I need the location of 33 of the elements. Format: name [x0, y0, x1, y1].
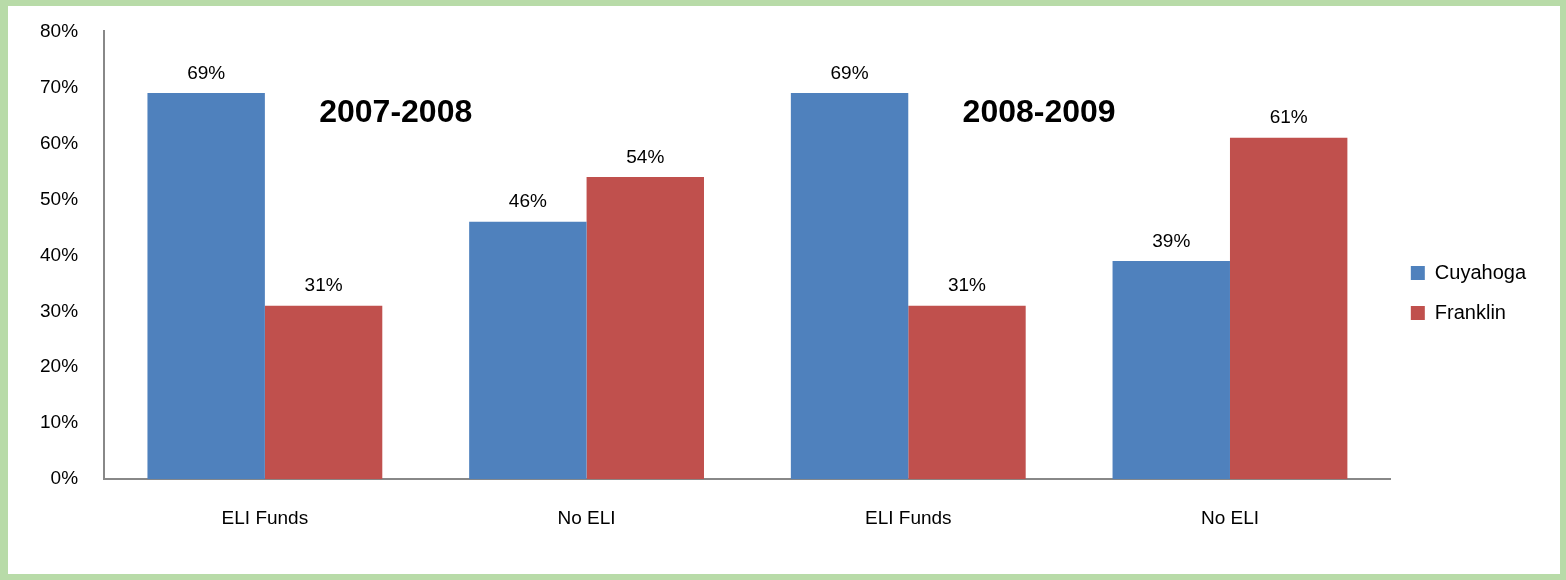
bar [1112, 260, 1230, 480]
x-tick-label: No ELI [557, 506, 616, 528]
y-tick-label: 60% [40, 131, 79, 153]
x-tick-label: No ELI [1200, 506, 1260, 528]
data-label: 31% [947, 274, 987, 296]
y-tick-label: 0% [50, 467, 79, 489]
y-tick-label: 40% [40, 243, 79, 265]
x-tick-label: ELI Funds [864, 506, 952, 528]
data-label: 61% [1269, 106, 1308, 128]
data-label: 31% [304, 274, 343, 296]
x-tick-label: ELI Funds [221, 506, 309, 528]
y-tick-label: 10% [40, 411, 79, 433]
data-label: 46% [508, 190, 547, 212]
bar [469, 221, 587, 480]
data-label: 54% [626, 145, 665, 167]
bar [908, 305, 1026, 480]
bar [790, 92, 909, 480]
bar [147, 92, 265, 480]
bar [1229, 137, 1348, 480]
data-label: 69% [830, 61, 869, 83]
annotation: 2007-2008 [319, 93, 473, 130]
legend-label: Franklin [1434, 300, 1506, 323]
bar [586, 176, 704, 480]
y-tick-label: 70% [40, 75, 79, 97]
y-tick-label: 20% [40, 355, 79, 377]
y-tick-label: 30% [40, 299, 79, 321]
legend-label: Cuyahoga [1434, 260, 1527, 283]
y-tick-label: 50% [40, 187, 79, 209]
bar [264, 305, 383, 480]
annotation: 2008-2009 [962, 93, 1116, 130]
y-tick-label: 80% [40, 19, 79, 41]
data-label: 69% [187, 61, 226, 83]
data-label: 39% [1152, 229, 1191, 251]
